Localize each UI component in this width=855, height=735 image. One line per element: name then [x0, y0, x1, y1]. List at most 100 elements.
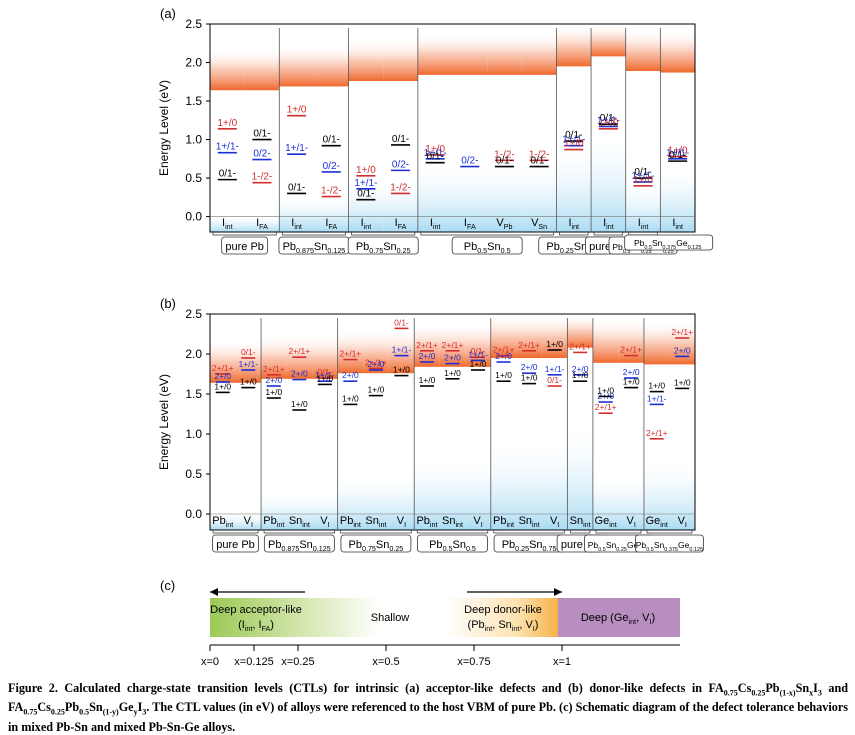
ctl-label: 1+/0	[521, 373, 538, 383]
column-label: VPb	[496, 217, 512, 231]
plot-frame	[209, 313, 696, 531]
figure-caption: Figure 2. Calculated charge-state transi…	[8, 681, 848, 735]
group-label-box	[340, 534, 412, 553]
group-bracket	[212, 232, 277, 236]
column-label: VI	[244, 515, 253, 529]
conduction-band	[439, 322, 466, 367]
column-label: VI	[473, 515, 482, 529]
conduction-band	[313, 44, 349, 87]
ctl-label: 0/2-	[323, 161, 340, 172]
ctl-label: 0/2-	[392, 159, 409, 170]
valence-band	[313, 197, 349, 232]
ctl-label: 1+/0	[217, 118, 237, 129]
group-label: Pb0.25Sn0.75	[502, 539, 557, 553]
region-label: Deep acceptor-like	[210, 604, 302, 616]
ctl-label: 1+/0	[444, 368, 461, 378]
valence-band	[337, 478, 364, 530]
ctl-label: 0/1-	[669, 150, 686, 161]
group-label: pure Pb	[225, 241, 264, 253]
conduction-band	[660, 30, 695, 73]
valence-band	[625, 185, 661, 232]
group-label: Pb0.5Sn0.5	[464, 241, 511, 255]
conduction-band	[417, 32, 453, 75]
ctl-label: 1+/1-	[315, 370, 335, 380]
conduction-band	[592, 318, 619, 363]
conduction-band	[383, 38, 418, 82]
column-label: Snint	[570, 515, 591, 529]
panel-b-chart: 0.0 0.5 1.0 1.5 2.0 2.5 Energy Level (eV) (b) 2+…	[157, 296, 704, 553]
column-label: Pbint	[493, 515, 514, 529]
valence-band	[210, 216, 245, 232]
group-label-box	[347, 236, 419, 255]
ctl-label: 1+/0	[668, 146, 688, 157]
ctl-label: 1+/0	[495, 370, 512, 380]
group-label-box	[635, 534, 704, 553]
x-tick-label: x=0.125	[234, 656, 273, 668]
valence-band	[417, 167, 453, 232]
column-label: IFA	[256, 217, 268, 231]
ctl-label: 0/1-	[253, 129, 270, 140]
ctl-label: 1+/0	[368, 385, 385, 395]
conduction-band	[591, 24, 626, 57]
column-label: VSn	[531, 217, 547, 231]
ctl-label: 2+/0	[265, 375, 282, 385]
ctl-label: 1+/0	[564, 139, 584, 150]
region-label: Deep donor-like	[464, 604, 542, 616]
ctl-label: 1-/2-	[529, 149, 550, 160]
conduction-band	[261, 334, 287, 379]
ctl-label: 2+/1+	[212, 363, 234, 373]
conduction-band	[312, 334, 338, 379]
valence-band	[383, 182, 418, 232]
valence-band	[439, 462, 466, 530]
ctl-label: 1+/1-	[666, 148, 689, 159]
region-sublabel: (Iint, IFA)	[238, 619, 274, 633]
ctl-label: 2+/0	[214, 371, 231, 381]
valence-band	[244, 216, 280, 232]
ctl-label: 2+/0	[444, 353, 461, 363]
column-label: Snint	[289, 515, 310, 529]
group-bracket	[595, 530, 642, 534]
ctl-label: 2+/0	[342, 370, 359, 380]
column-label: IFA	[395, 217, 407, 231]
ctl-label: 0/1-	[565, 130, 582, 141]
group-bracket	[212, 530, 259, 534]
ctl-label: 2+/0	[674, 345, 691, 355]
column-label: VI	[397, 515, 406, 529]
column-label: IFA	[325, 217, 337, 231]
conduction-band	[490, 314, 517, 358]
ctl-label: 2+/1+	[671, 327, 693, 337]
ctl-label: 2+/0	[291, 369, 308, 379]
group-bracket	[420, 232, 554, 236]
ctl-label: 1+/1-	[647, 393, 667, 403]
valence-band	[487, 167, 522, 232]
region-label: Shallow	[371, 612, 410, 624]
ctl-label: 1+/0	[265, 387, 282, 397]
conduction-band	[521, 32, 557, 75]
panel-tag: (c)	[160, 578, 175, 593]
caption-formula: FA0.75Cs0.25Pb(1-x)SnxI3 and FA0.75Cs0.2…	[8, 681, 848, 717]
ctl-label: 2+/0	[368, 359, 385, 369]
ctl-label: 2+/1+	[646, 428, 668, 438]
ctl-label: 0/1-	[471, 346, 486, 356]
ctl-label: 0/1-	[530, 156, 547, 167]
ctl-label: 0/1-	[547, 375, 562, 385]
column-label: Iint	[430, 217, 441, 231]
valence-band	[669, 466, 695, 530]
ctl-label: 2+/1+	[365, 357, 387, 367]
conduction-band	[210, 47, 245, 91]
valence-band	[592, 479, 619, 530]
conduction-band	[388, 329, 415, 374]
ctl-label: 1+/1-	[597, 115, 620, 126]
column-label: VI	[320, 515, 329, 529]
ctl-label: 1+/0	[419, 375, 436, 385]
conduction-band	[541, 314, 568, 358]
group-bracket	[570, 530, 591, 534]
ctl-label: 1+/0	[546, 339, 563, 349]
column-label: Iint	[568, 217, 579, 231]
y-tick-label: 1.5	[185, 387, 202, 401]
group-label: Pb0.5Sn0.375Ge0.125	[636, 540, 703, 553]
group-label: pure Pb	[216, 539, 255, 551]
valence-band	[541, 447, 568, 530]
plot-frame	[209, 23, 696, 233]
group-label: Pb0.875Sn0.125	[283, 241, 346, 255]
